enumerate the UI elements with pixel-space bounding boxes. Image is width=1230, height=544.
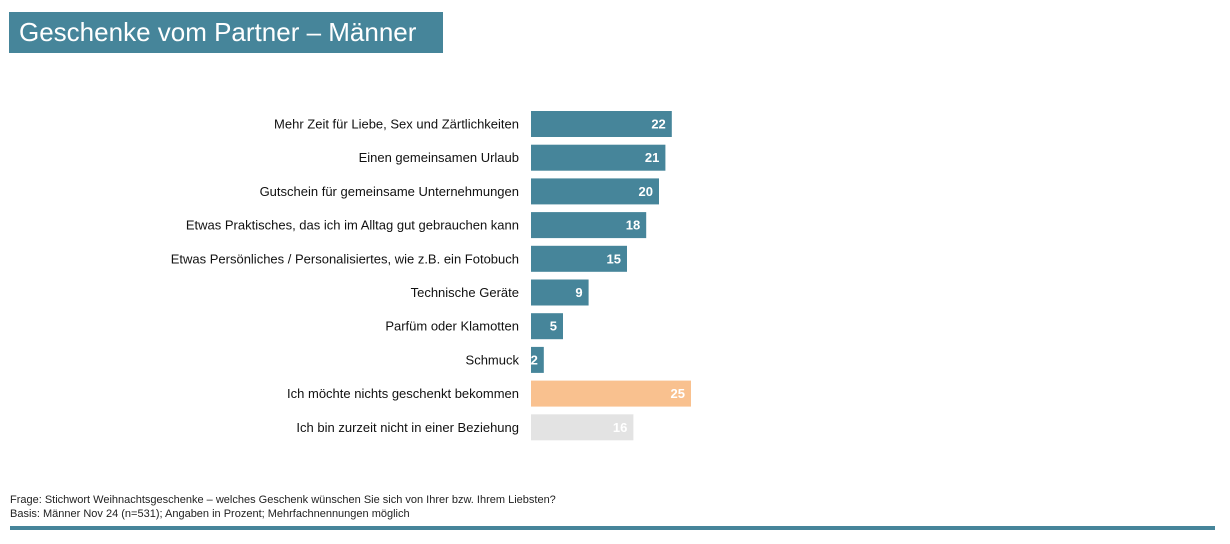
bar (531, 245, 627, 272)
bar (531, 279, 589, 306)
bar (531, 313, 563, 340)
value-label: 22 (651, 117, 665, 132)
value-label: 16 (613, 420, 627, 435)
category-label: Schmuck (466, 352, 520, 367)
bar (531, 346, 544, 373)
bar-chart: Mehr Zeit für Liebe, Sex und Zärtlichkei… (171, 111, 691, 441)
value-label: 15 (607, 251, 621, 266)
bar (531, 212, 647, 239)
category-label: Technische Geräte (411, 285, 519, 300)
bar (531, 178, 659, 205)
value-label: 5 (550, 319, 557, 334)
value-label: 25 (671, 386, 685, 401)
value-label: 20 (639, 184, 653, 199)
value-label: 2 (531, 352, 538, 367)
footnote-basis: Basis: Männer Nov 24 (n=531); Angaben in… (10, 508, 410, 520)
value-label: 9 (575, 285, 582, 300)
bar (531, 111, 672, 137)
category-label: Etwas Persönliches / Personalisiertes, w… (171, 251, 519, 266)
footnote-question: Frage: Stichwort Weihnachtsgeschenke – w… (10, 494, 556, 506)
bar (531, 144, 666, 171)
bottom-divider (10, 526, 1215, 530)
category-label: Gutschein für gemeinsame Unternehmungen (260, 184, 519, 199)
bar (531, 380, 691, 407)
category-label: Ich möchte nichts geschenkt bekommen (287, 386, 519, 401)
category-label: Einen gemeinsamen Urlaub (359, 150, 519, 165)
page-title: Geschenke vom Partner – Männer (9, 12, 443, 53)
value-label: 21 (645, 150, 659, 165)
category-label: Mehr Zeit für Liebe, Sex und Zärtlichkei… (274, 117, 519, 132)
category-label: Ich bin zurzeit nicht in einer Beziehung (296, 420, 519, 435)
category-label: Etwas Praktisches, das ich im Alltag gut… (186, 218, 519, 233)
bar (531, 414, 634, 441)
value-label: 18 (626, 218, 640, 233)
category-label: Parfüm oder Klamotten (385, 319, 519, 334)
